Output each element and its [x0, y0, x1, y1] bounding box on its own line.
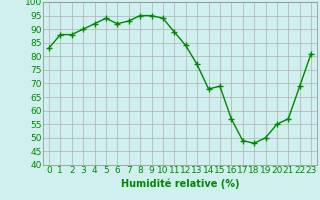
- X-axis label: Humidité relative (%): Humidité relative (%): [121, 178, 239, 189]
